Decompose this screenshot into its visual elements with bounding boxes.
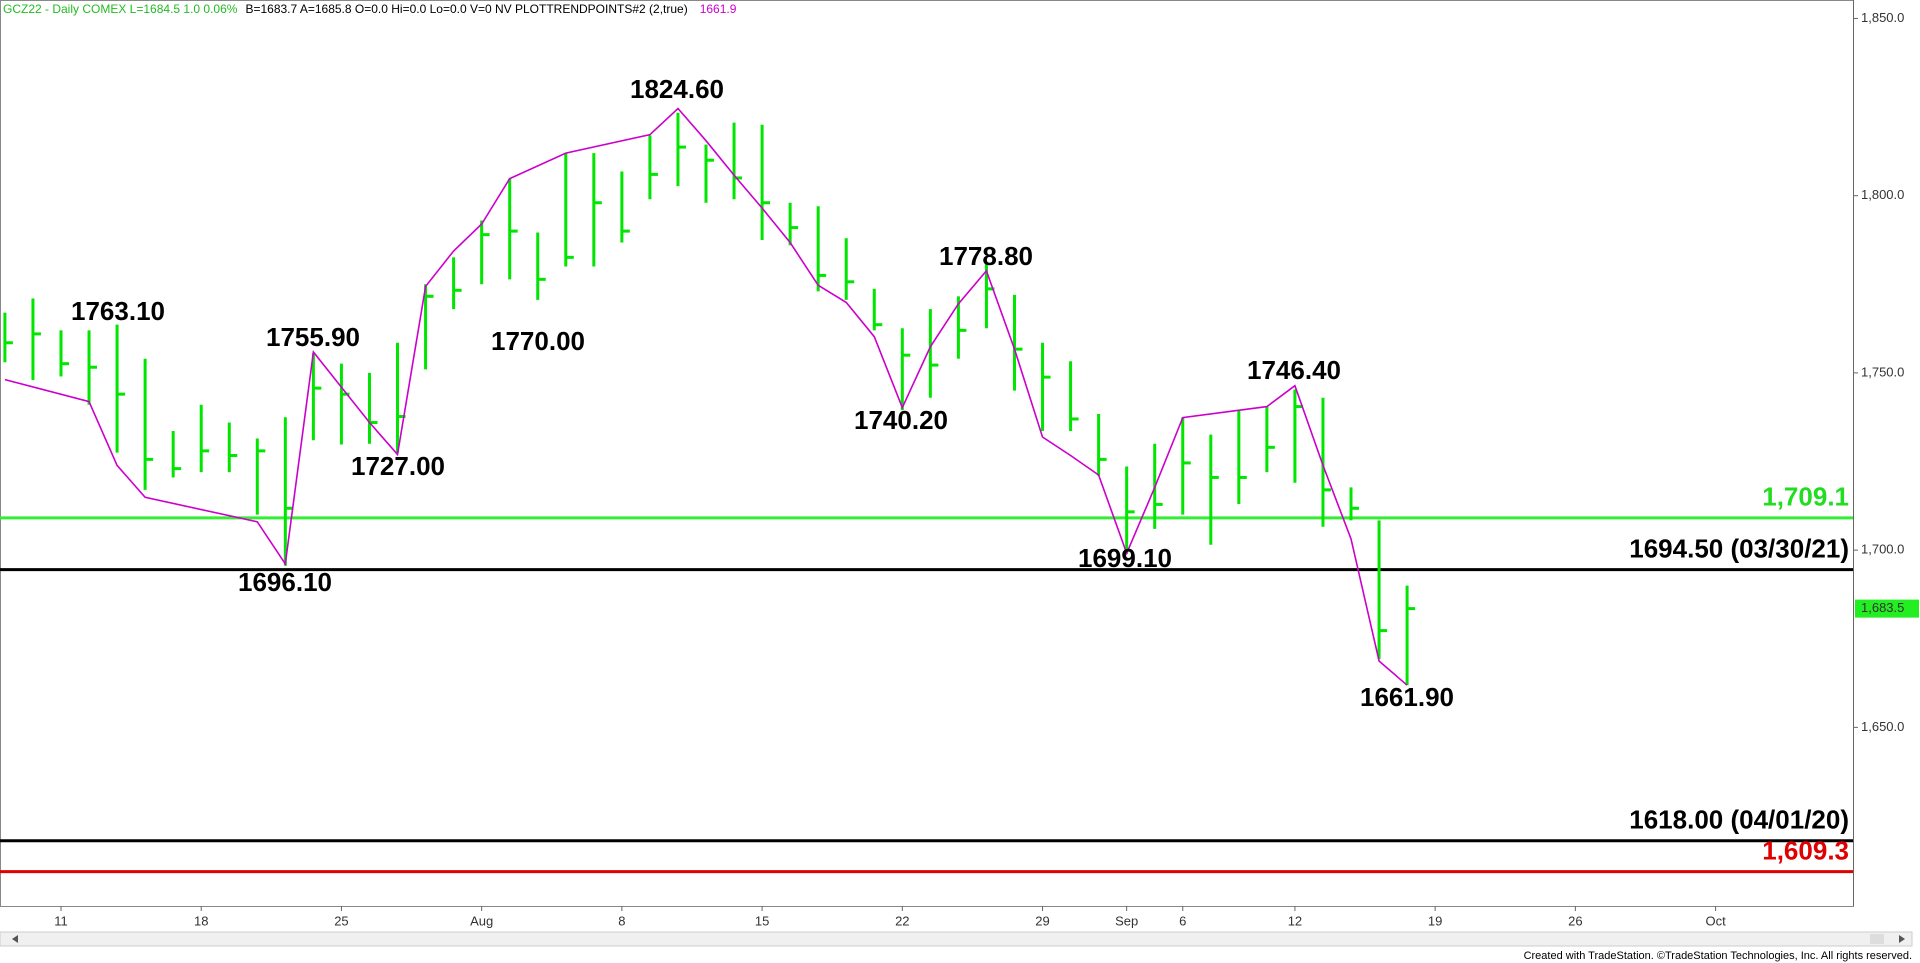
plot-area [0,0,1854,907]
pivot-label: 1727.00 [351,451,445,481]
trend-line [4,107,1408,686]
x-tick-label: 18 [194,913,208,928]
level-label: 1618.00 (04/01/20) [1629,805,1849,835]
level-label: 1694.50 (03/30/21) [1629,533,1849,563]
scroll-track[interactable] [0,931,1913,947]
level-label: 1,609.3 [1762,835,1849,865]
pivot-label: 1824.60 [630,74,724,104]
pivot-label: 1755.90 [266,322,360,352]
last-price-label: 1,683.5 [1861,600,1904,615]
level-label: 1,709.1 [1762,482,1849,512]
x-tick-label: Aug [470,913,493,928]
header-symbol: GCZ22 - Daily COMEX L=1684.5 1.0 0.06% [3,2,238,16]
x-tick-label: 25 [334,913,348,928]
x-tick-label: 22 [895,913,909,928]
pivot-label: 1778.80 [939,241,1033,271]
x-tick-label: 12 [1288,913,1302,928]
y-tick-label: 1,850.0 [1861,10,1904,25]
y-tick-label: 1,750.0 [1861,364,1904,379]
pivot-label: 1763.10 [71,296,165,326]
scroll-thumb[interactable] [1870,934,1884,944]
header-study: 1661.9 [700,2,737,16]
footer: Created with TradeStation. ©TradeStation… [1524,950,1912,962]
x-tick-label: 15 [755,913,769,928]
pivot-label: 1746.40 [1247,355,1341,385]
pivot-label: 1661.90 [1360,682,1454,712]
header-quote: B=1683.7 A=1685.8 O=0.0 Hi=0.0 Lo=0.0 V=… [245,2,687,16]
x-tick-label: 26 [1568,913,1582,928]
y-tick-label: 1,650.0 [1861,719,1904,734]
pivot-label: 1699.10 [1078,543,1172,573]
pivot-label: 1696.10 [238,567,332,597]
x-tick-label: Sep [1115,913,1138,928]
last-price-box [1855,599,1919,618]
x-tick-label: 19 [1428,913,1442,928]
y-tick-label: 1,700.0 [1861,542,1904,557]
x-tick-label: 6 [1179,913,1186,928]
pivot-label: 1770.00 [491,326,585,356]
scroll-right[interactable] [1899,935,1905,943]
x-tick-label: Oct [1705,913,1726,928]
pivot-label: 1740.20 [854,405,948,435]
x-tick-label: 8 [618,913,625,928]
y-tick-label: 1,800.0 [1861,187,1904,202]
x-tick-label: 29 [1035,913,1049,928]
scroll-left[interactable] [12,935,18,943]
scrollbar[interactable] [0,931,1913,947]
x-tick-label: 11 [54,913,68,928]
